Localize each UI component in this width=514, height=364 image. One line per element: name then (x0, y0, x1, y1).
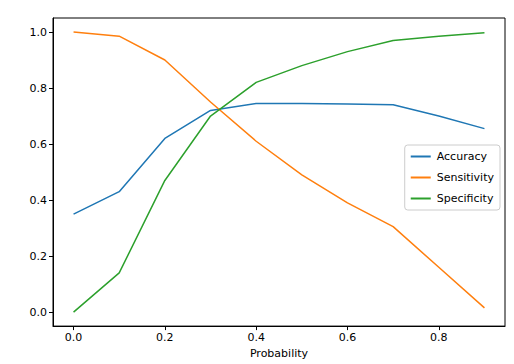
svg-text:Specificity: Specificity (437, 192, 494, 205)
svg-text:0.8: 0.8 (30, 82, 48, 95)
svg-text:0.0: 0.0 (65, 331, 83, 344)
svg-text:0.4: 0.4 (30, 194, 48, 207)
svg-text:Sensitivity: Sensitivity (437, 171, 495, 184)
svg-text:0.0: 0.0 (30, 306, 48, 319)
svg-text:0.2: 0.2 (30, 250, 48, 263)
svg-text:0.6: 0.6 (339, 331, 357, 344)
svg-text:Accuracy: Accuracy (437, 150, 488, 163)
svg-text:0.8: 0.8 (430, 331, 448, 344)
svg-text:0.6: 0.6 (30, 138, 48, 151)
svg-text:0.2: 0.2 (156, 331, 174, 344)
svg-text:Probability: Probability (250, 347, 309, 360)
svg-text:1.0: 1.0 (30, 26, 48, 39)
svg-text:0.4: 0.4 (247, 331, 265, 344)
